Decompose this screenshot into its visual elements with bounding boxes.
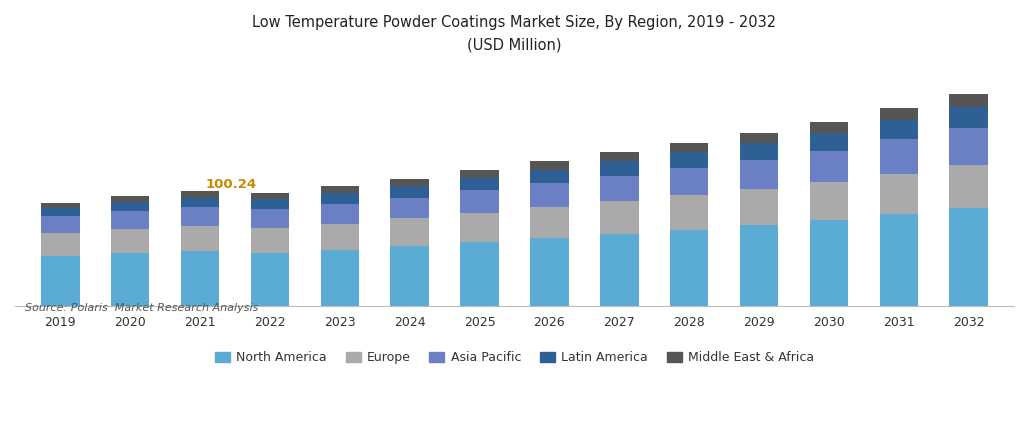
Bar: [41, 208, 79, 216]
Bar: [460, 190, 499, 213]
Bar: [600, 201, 639, 234]
Bar: [181, 226, 219, 251]
Bar: [530, 183, 569, 207]
Bar: [810, 122, 848, 133]
Bar: [670, 143, 708, 153]
Bar: [251, 199, 289, 210]
Bar: [810, 151, 848, 182]
Bar: [530, 161, 569, 170]
Bar: [810, 133, 848, 151]
Bar: [181, 198, 219, 207]
Bar: [670, 167, 708, 195]
Bar: [530, 170, 569, 183]
Bar: [810, 182, 848, 220]
Bar: [390, 246, 429, 306]
Bar: [950, 165, 988, 208]
Bar: [390, 179, 429, 186]
Bar: [111, 196, 149, 202]
Bar: [460, 170, 499, 178]
Bar: [321, 204, 359, 224]
Bar: [880, 214, 918, 306]
Bar: [950, 128, 988, 165]
Bar: [880, 120, 918, 139]
Bar: [390, 186, 429, 198]
Bar: [950, 107, 988, 128]
Bar: [111, 253, 149, 306]
Bar: [530, 238, 569, 306]
Bar: [181, 191, 219, 198]
Bar: [390, 219, 429, 246]
Legend: North America, Europe, Asia Pacific, Latin America, Middle East & Africa: North America, Europe, Asia Pacific, Lat…: [210, 346, 819, 369]
Bar: [41, 233, 79, 256]
Bar: [251, 210, 289, 228]
Bar: [390, 198, 429, 219]
Bar: [670, 230, 708, 306]
Bar: [460, 242, 499, 306]
Bar: [670, 195, 708, 230]
Bar: [600, 176, 639, 201]
Bar: [111, 229, 149, 253]
Bar: [740, 225, 778, 306]
Bar: [460, 178, 499, 190]
Title: Low Temperature Powder Coatings Market Size, By Region, 2019 - 2032
(USD Million: Low Temperature Powder Coatings Market S…: [252, 15, 777, 52]
Bar: [880, 139, 918, 174]
Bar: [41, 216, 79, 233]
Bar: [251, 193, 289, 199]
Bar: [181, 207, 219, 226]
Bar: [740, 143, 778, 160]
Bar: [880, 108, 918, 120]
Bar: [460, 213, 499, 242]
Bar: [600, 234, 639, 306]
Bar: [251, 253, 289, 306]
Bar: [880, 174, 918, 214]
Bar: [321, 224, 359, 250]
Bar: [810, 220, 848, 306]
Bar: [181, 251, 219, 306]
Bar: [321, 186, 359, 193]
Bar: [740, 189, 778, 225]
Bar: [321, 250, 359, 306]
Bar: [740, 133, 778, 143]
Bar: [41, 256, 79, 306]
Bar: [740, 160, 778, 189]
Bar: [600, 153, 639, 161]
Bar: [600, 161, 639, 176]
Bar: [530, 207, 569, 238]
Bar: [251, 228, 289, 253]
Bar: [111, 202, 149, 211]
Bar: [321, 193, 359, 204]
Bar: [670, 153, 708, 167]
Text: 100.24: 100.24: [206, 178, 257, 191]
Bar: [950, 94, 988, 107]
Bar: [41, 203, 79, 208]
Bar: [111, 211, 149, 229]
Text: Source: Polaris  Market Research Analysis: Source: Polaris Market Research Analysis: [25, 303, 258, 313]
Bar: [950, 208, 988, 306]
